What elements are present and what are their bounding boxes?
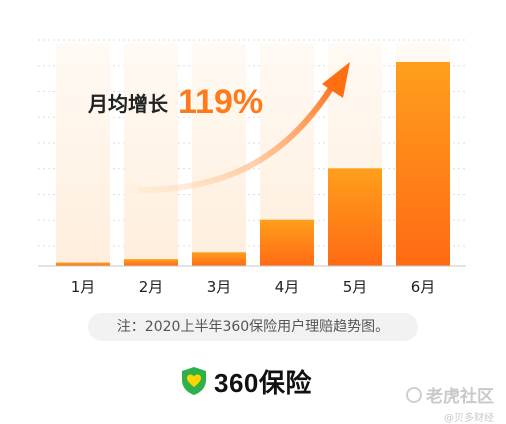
x-tick-label: 2月	[139, 278, 164, 296]
growth-label: 月均增长	[87, 92, 169, 116]
tiger-logo-icon	[406, 386, 422, 403]
bar-3	[192, 252, 246, 266]
bar-background	[56, 44, 110, 266]
watermark-sub: @贝多财经	[444, 413, 494, 424]
chart-note: 注：2020上半年360保险用户理赔趋势图。	[88, 313, 418, 341]
growth-value: 119%	[178, 83, 263, 121]
bar-5	[328, 168, 382, 266]
shield-heart-icon	[182, 367, 206, 395]
growth-arrowhead	[322, 62, 350, 98]
bar-2	[124, 259, 178, 266]
x-tick-label: 6月	[411, 278, 436, 296]
bar-background	[192, 44, 246, 266]
x-tick-label: 5月	[343, 278, 368, 296]
bar-4	[260, 219, 314, 266]
x-tick-label: 4月	[275, 278, 300, 296]
bar-background	[124, 44, 178, 266]
brand-name: 360保险	[214, 367, 312, 398]
watermark: 老虎社区 @贝多财经	[406, 382, 494, 424]
x-tick-label: 3月	[207, 278, 232, 296]
bar-6	[396, 62, 450, 266]
chart: 1月 2月 3月 4月 5月 6月 月均增长 119%	[38, 39, 466, 296]
watermark-main: 老虎社区	[426, 387, 494, 407]
growth-arrow	[137, 79, 338, 193]
brand-logo: 360保险	[180, 364, 312, 398]
x-tick-label: 1月	[71, 278, 96, 296]
bar-1	[56, 262, 110, 266]
